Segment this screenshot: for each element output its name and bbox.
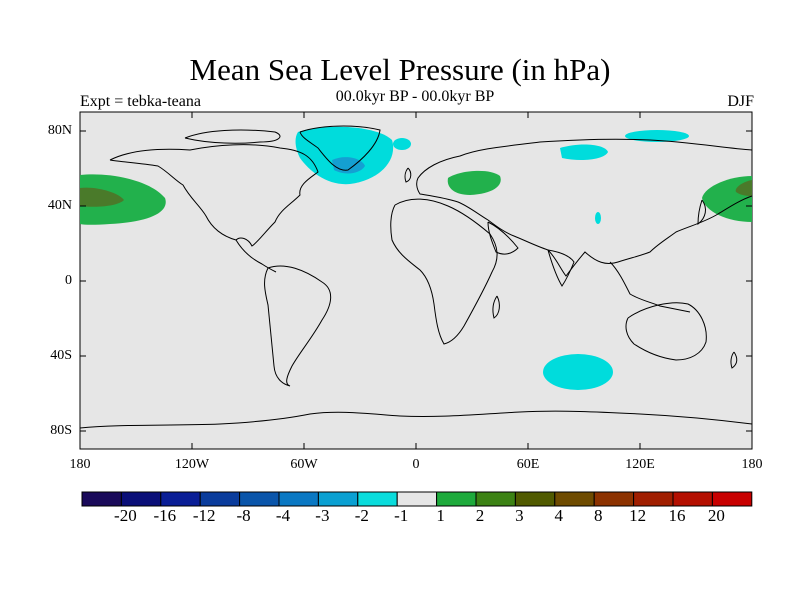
colorbar-swatch xyxy=(317,491,359,507)
lon-label-60w: 60W xyxy=(290,457,318,472)
lon-label-0: 0 xyxy=(412,457,420,472)
negative-anomaly-siberia xyxy=(560,144,608,160)
colorbar-label: 20 xyxy=(707,506,725,525)
colorbar-swatch xyxy=(711,491,753,507)
lon-label-120w: 120W xyxy=(174,457,210,472)
experiment-label: Expt = tebka-teana xyxy=(80,93,201,110)
colorbar xyxy=(81,491,753,507)
colorbar-swatch xyxy=(278,491,319,507)
coast-india xyxy=(547,249,575,287)
coast-japan xyxy=(697,199,706,226)
coast-antarctica xyxy=(79,410,753,429)
coast-south-america xyxy=(264,265,332,387)
colorbar-swatch xyxy=(120,491,162,507)
colorbar-label: -4 xyxy=(275,506,291,525)
lon-label-120e: 120E xyxy=(625,457,655,472)
coast-australia xyxy=(625,302,707,361)
lat-label-80n: 80N xyxy=(47,123,72,138)
positive-anomaly-npacific-west-core xyxy=(80,187,124,207)
colorbar-swatch xyxy=(160,491,201,507)
negative-anomaly-arctic-east xyxy=(625,130,689,142)
colorbar-swatch xyxy=(593,491,635,507)
colorbar-label: 8 xyxy=(593,506,603,525)
coast-arctic-canada xyxy=(184,129,281,144)
negative-anomaly-iceland xyxy=(393,138,411,150)
coast-central-america xyxy=(235,239,277,273)
lat-label-40s: 40S xyxy=(50,348,72,363)
colorbar-swatch xyxy=(396,491,438,507)
lat-label-0: 0 xyxy=(65,273,72,288)
coast-north-america xyxy=(109,144,319,247)
colorbar-label: 3 xyxy=(515,506,524,525)
colorbar-swatch xyxy=(554,491,595,507)
colorbar-label: -3 xyxy=(315,506,330,525)
colorbar-swatch xyxy=(357,491,398,507)
colorbar-label: -16 xyxy=(153,506,177,525)
colorbar-label: -12 xyxy=(192,506,216,525)
lat-label-80s: 80S xyxy=(50,423,72,438)
lon-label-180-east: 180 xyxy=(741,457,763,472)
lon-label-60e: 60E xyxy=(516,457,540,472)
colorbar-swatch xyxy=(514,491,556,507)
coast-europe-asia xyxy=(416,138,753,277)
colorbar-label: 4 xyxy=(554,506,564,525)
colorbar-label: 2 xyxy=(475,506,485,525)
colorbar-swatch xyxy=(672,491,713,507)
colorbar-label: 16 xyxy=(668,506,686,525)
colorbar-label: 12 xyxy=(629,506,647,525)
lon-label-180-west: 180 xyxy=(69,457,91,472)
colorbar-swatch xyxy=(475,491,516,507)
negative-anomaly-tibet xyxy=(595,212,601,224)
colorbar-label: -8 xyxy=(236,506,251,525)
coast-madagascar xyxy=(492,295,500,319)
coast-southeast-asia xyxy=(609,261,691,313)
colorbar-label: -2 xyxy=(354,506,369,525)
negative-anomaly-greenland xyxy=(295,126,394,185)
colorbar-swatch xyxy=(633,491,674,507)
positive-anomaly-npacific-east-core xyxy=(735,180,752,196)
colorbar-swatch xyxy=(81,491,122,507)
lat-label-40n: 40N xyxy=(47,198,72,213)
colorbar-label: -1 xyxy=(394,506,409,525)
colorbar-swatch xyxy=(436,491,477,507)
coast-new-zealand xyxy=(730,351,738,369)
coast-arabia xyxy=(487,221,519,255)
chart-title: Mean Sea Level Pressure (in hPa) xyxy=(189,52,611,87)
colorbar-label: 1 xyxy=(436,506,445,525)
coast-africa xyxy=(390,198,498,345)
period-label: 00.0kyr BP - 00.0kyr BP xyxy=(335,88,495,105)
coastlines xyxy=(79,125,753,429)
season-label: DJF xyxy=(727,93,754,110)
map-background xyxy=(79,111,753,450)
colorbar-label: -20 xyxy=(114,506,137,525)
coast-greenland xyxy=(299,125,381,171)
colorbar-swatch xyxy=(239,491,280,507)
positive-anomaly-europe xyxy=(447,170,501,195)
coast-uk xyxy=(404,167,412,183)
negative-anomaly-south-indian xyxy=(543,354,613,390)
axis-ticks xyxy=(80,112,752,449)
colorbar-swatch xyxy=(199,491,241,507)
